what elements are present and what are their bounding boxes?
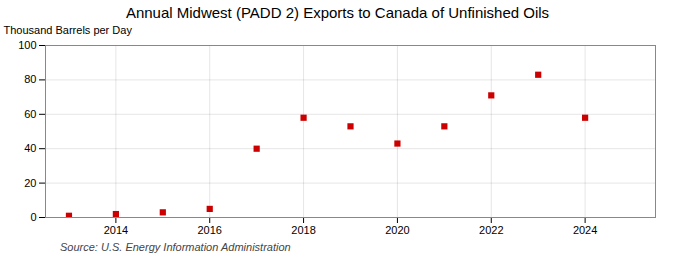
svg-text:Thousand Barrels per Day: Thousand Barrels per Day [4,24,133,36]
svg-text:80: 80 [24,73,36,85]
html-text:Annual Midwest (PADD 2) Export: Annual Midwest (PADD 2) Exports to Canad… [125,4,550,21]
svg-text:2018: 2018 [291,224,315,236]
svg-text:100: 100 [18,39,36,51]
svg-text:40: 40 [24,142,36,154]
svg-text:2016: 2016 [197,224,221,236]
svg-text:60: 60 [24,108,36,120]
html-text:Source: U.S. Energy Informatio: Source: U.S. Energy Information Administ… [60,241,291,253]
svg-text:2022: 2022 [479,224,503,236]
svg-text:0: 0 [30,211,36,223]
svg-text:2024: 2024 [573,224,597,236]
svg-text:2020: 2020 [385,224,409,236]
svg-text:2014: 2014 [104,224,128,236]
svg-text:20: 20 [24,177,36,189]
